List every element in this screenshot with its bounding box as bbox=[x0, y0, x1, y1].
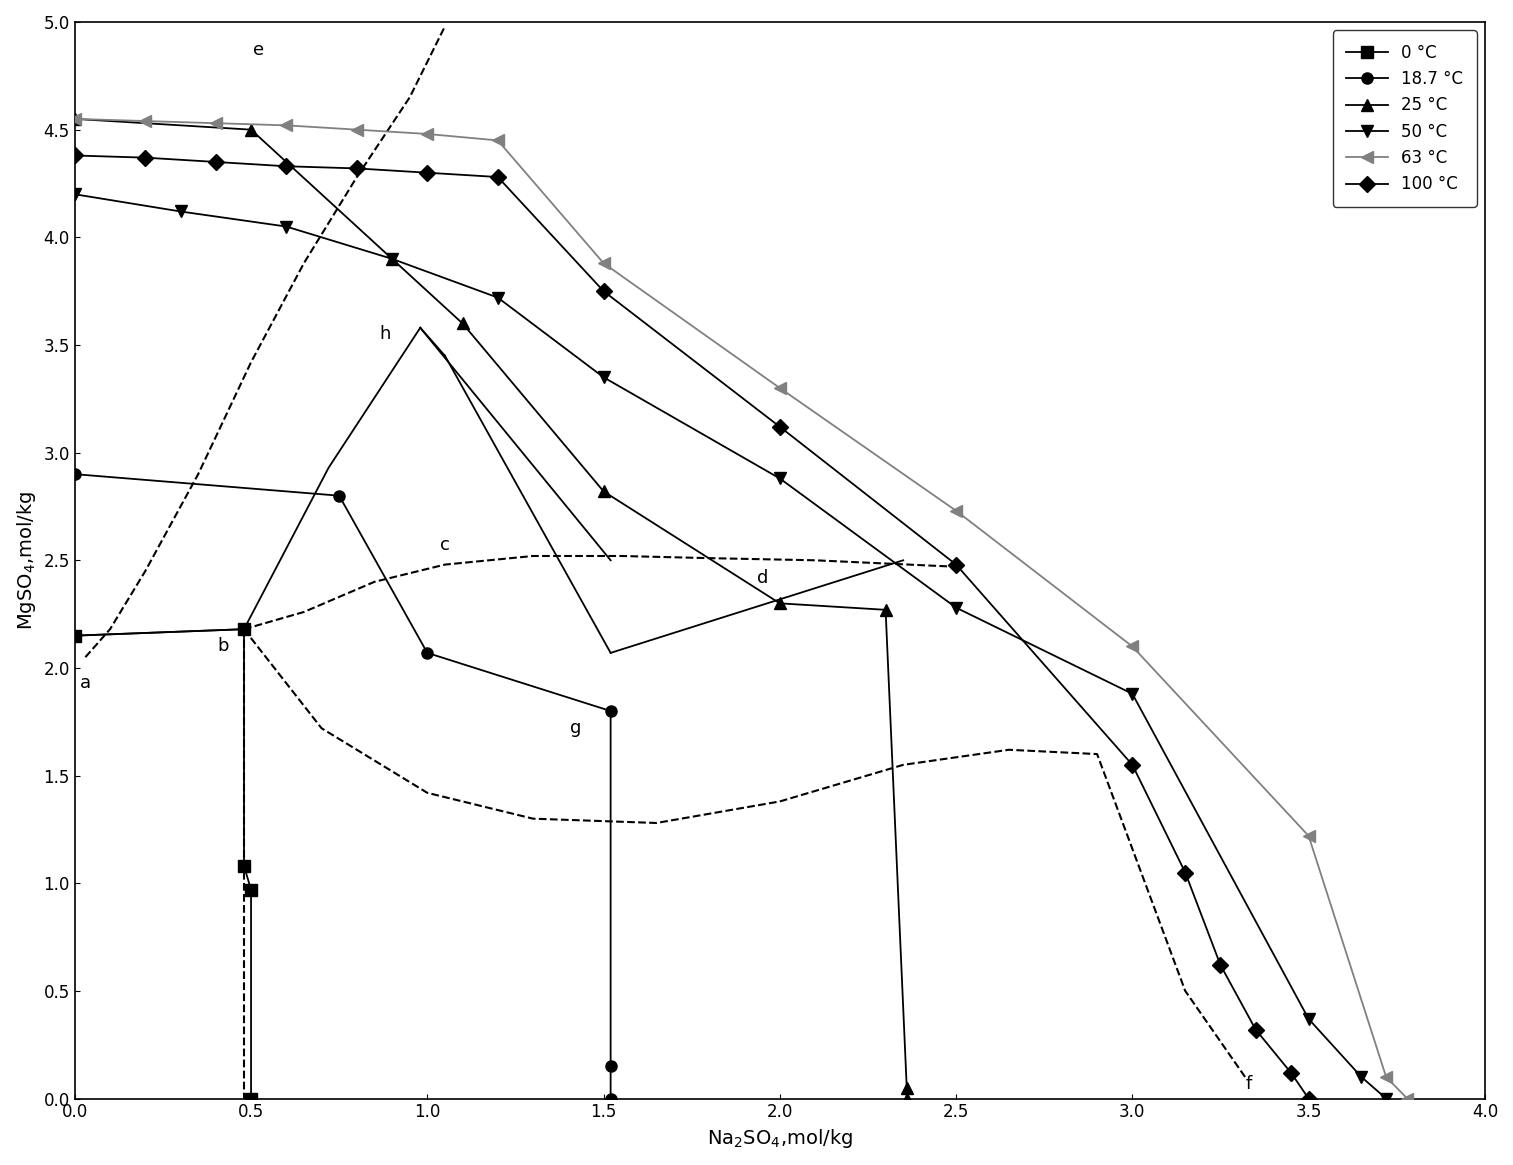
63 °C bbox=[489, 134, 507, 148]
Line: 18.7 °C: 18.7 °C bbox=[70, 468, 616, 1104]
63 °C bbox=[1123, 640, 1141, 654]
100 °C bbox=[1282, 1066, 1300, 1080]
100 °C bbox=[770, 419, 788, 433]
X-axis label: Na$_2$SO$_4$,mol/kg: Na$_2$SO$_4$,mol/kg bbox=[707, 1127, 853, 1150]
Text: b: b bbox=[216, 637, 228, 656]
100 °C bbox=[136, 150, 154, 164]
Text: d: d bbox=[756, 569, 769, 586]
100 °C bbox=[947, 558, 965, 572]
100 °C bbox=[489, 170, 507, 184]
18.7 °C bbox=[602, 1092, 620, 1106]
0 °C bbox=[242, 1092, 260, 1106]
63 °C bbox=[277, 119, 295, 133]
50 °C bbox=[171, 205, 189, 219]
50 °C bbox=[277, 219, 295, 233]
63 °C bbox=[1398, 1092, 1416, 1106]
0 °C bbox=[235, 622, 253, 636]
50 °C bbox=[1123, 687, 1141, 701]
25 °C bbox=[897, 1092, 915, 1106]
50 °C bbox=[770, 472, 788, 486]
Text: h: h bbox=[380, 325, 390, 344]
Text: c: c bbox=[440, 536, 449, 555]
50 °C bbox=[1377, 1092, 1395, 1106]
63 °C bbox=[65, 112, 83, 126]
18.7 °C bbox=[602, 704, 620, 718]
50 °C bbox=[383, 252, 401, 266]
0 °C bbox=[65, 629, 83, 643]
50 °C bbox=[65, 188, 83, 202]
Line: 0 °C: 0 °C bbox=[70, 623, 257, 1104]
63 °C bbox=[1377, 1071, 1395, 1085]
100 °C bbox=[65, 148, 83, 162]
100 °C bbox=[595, 284, 613, 298]
63 °C bbox=[418, 127, 436, 141]
63 °C bbox=[1300, 829, 1318, 843]
50 °C bbox=[947, 601, 965, 615]
100 °C bbox=[1247, 1023, 1265, 1037]
25 °C bbox=[897, 1081, 915, 1095]
100 °C bbox=[1212, 958, 1230, 972]
25 °C bbox=[595, 485, 613, 499]
Line: 63 °C: 63 °C bbox=[70, 113, 1413, 1104]
63 °C bbox=[207, 116, 225, 130]
63 °C bbox=[348, 122, 366, 136]
50 °C bbox=[1353, 1071, 1371, 1085]
100 °C bbox=[1123, 758, 1141, 772]
100 °C bbox=[348, 162, 366, 176]
100 °C bbox=[277, 160, 295, 174]
100 °C bbox=[207, 155, 225, 169]
Text: a: a bbox=[80, 675, 91, 692]
100 °C bbox=[1300, 1092, 1318, 1106]
50 °C bbox=[489, 290, 507, 304]
63 °C bbox=[136, 114, 154, 128]
Y-axis label: MgSO$_4$,mol/kg: MgSO$_4$,mol/kg bbox=[15, 490, 38, 630]
18.7 °C bbox=[602, 1059, 620, 1073]
18.7 °C bbox=[330, 488, 348, 502]
50 °C bbox=[595, 370, 613, 384]
0 °C bbox=[242, 883, 260, 897]
25 °C bbox=[770, 596, 788, 610]
63 °C bbox=[595, 256, 613, 270]
Text: e: e bbox=[253, 41, 263, 59]
18.7 °C bbox=[418, 645, 436, 659]
50 °C bbox=[1300, 1012, 1318, 1026]
63 °C bbox=[770, 381, 788, 395]
Line: 50 °C: 50 °C bbox=[70, 189, 1392, 1104]
Text: g: g bbox=[570, 719, 581, 737]
100 °C bbox=[418, 165, 436, 179]
25 °C bbox=[383, 252, 401, 266]
25 °C bbox=[65, 112, 83, 126]
63 °C bbox=[947, 503, 965, 517]
25 °C bbox=[242, 122, 260, 136]
25 °C bbox=[876, 602, 894, 616]
100 °C bbox=[1176, 866, 1194, 880]
Line: 25 °C: 25 °C bbox=[70, 113, 912, 1104]
Legend: 0 °C, 18.7 °C, 25 °C, 50 °C, 63 °C, 100 °C: 0 °C, 18.7 °C, 25 °C, 50 °C, 63 °C, 100 … bbox=[1333, 30, 1477, 206]
25 °C bbox=[454, 317, 472, 331]
Line: 100 °C: 100 °C bbox=[70, 150, 1315, 1104]
Text: f: f bbox=[1245, 1074, 1251, 1093]
18.7 °C bbox=[65, 467, 83, 481]
0 °C bbox=[235, 859, 253, 873]
